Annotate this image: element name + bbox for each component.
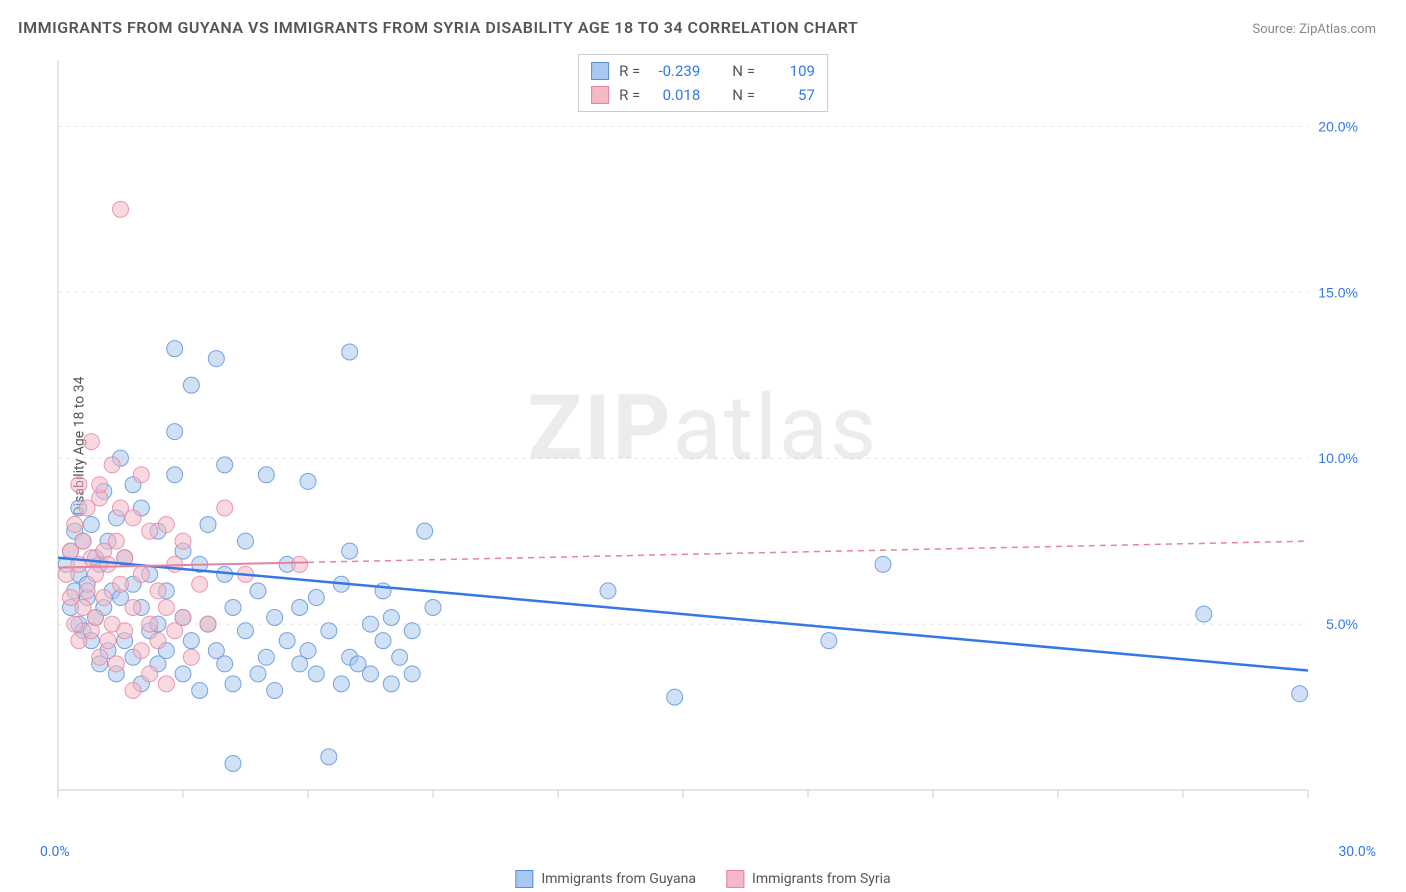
stats-row-syria: R = 0.018 N = 57 bbox=[591, 83, 815, 107]
source-prefix: Source: bbox=[1252, 22, 1299, 37]
r-value-syria: 0.018 bbox=[650, 83, 700, 107]
svg-text:20.0%: 20.0% bbox=[1318, 118, 1358, 134]
legend-label-guyana: Immigrants from Guyana bbox=[541, 871, 696, 887]
stats-row-guyana: R = -0.239 N = 109 bbox=[591, 59, 815, 83]
x-axis-origin-label: 0.0% bbox=[40, 844, 70, 860]
svg-text:5.0%: 5.0% bbox=[1326, 616, 1358, 632]
n-label: N = bbox=[732, 59, 755, 83]
legend-swatch-syria bbox=[726, 870, 744, 888]
bottom-legend: Immigrants from Guyana Immigrants from S… bbox=[515, 870, 890, 888]
scatter-svg: 5.0% 10.0% 15.0% 20.0% bbox=[48, 50, 1368, 830]
legend-item-guyana: Immigrants from Guyana bbox=[515, 870, 696, 888]
r-value-guyana: -0.239 bbox=[650, 59, 700, 83]
chart-plot-area: 5.0% 10.0% 15.0% 20.0% bbox=[48, 50, 1368, 830]
svg-text:15.0%: 15.0% bbox=[1318, 284, 1358, 300]
x-axis-max-label: 30.0% bbox=[1338, 844, 1376, 860]
legend-label-syria: Immigrants from Syria bbox=[752, 871, 891, 887]
chart-title: IMMIGRANTS FROM GUYANA VS IMMIGRANTS FRO… bbox=[18, 18, 858, 37]
svg-text:10.0%: 10.0% bbox=[1318, 450, 1358, 466]
legend-item-syria: Immigrants from Syria bbox=[726, 870, 891, 888]
stats-legend-box: R = -0.239 N = 109 R = 0.018 N = 57 bbox=[578, 54, 828, 112]
swatch-syria bbox=[591, 86, 609, 104]
source-attribution: Source: ZipAtlas.com bbox=[1252, 22, 1376, 37]
r-label: R = bbox=[619, 83, 640, 107]
swatch-guyana bbox=[591, 62, 609, 80]
legend-swatch-guyana bbox=[515, 870, 533, 888]
n-value-syria: 57 bbox=[765, 83, 815, 107]
n-value-guyana: 109 bbox=[765, 59, 815, 83]
source-link[interactable]: ZipAtlas.com bbox=[1299, 22, 1376, 37]
r-label: R = bbox=[619, 59, 640, 83]
n-label: N = bbox=[732, 83, 755, 107]
